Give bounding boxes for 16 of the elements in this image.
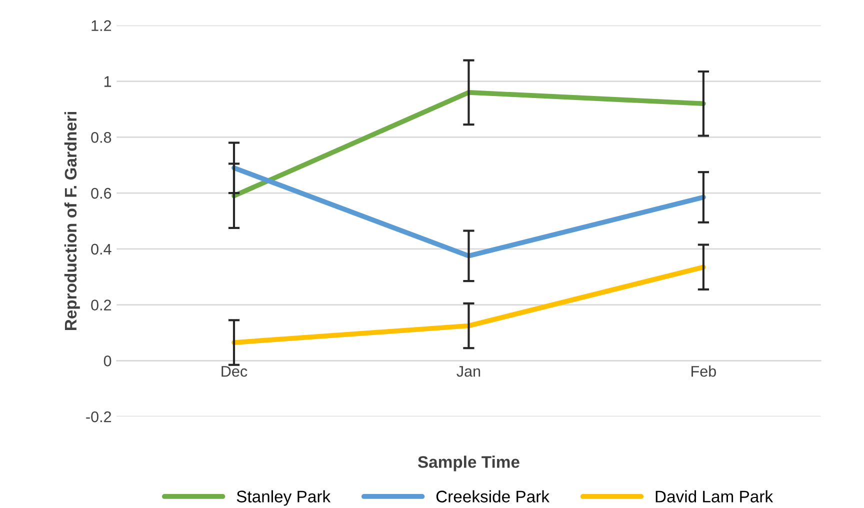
- y-tick-label: -0.2: [86, 411, 112, 422]
- y-tick-label: 0.4: [91, 244, 112, 255]
- x-tick-label: Dec: [222, 366, 248, 377]
- legend-label: David Lam Park: [656, 490, 774, 502]
- y-tick-label: 0.6: [91, 188, 112, 199]
- x-axis-title: Sample Time: [418, 456, 520, 472]
- y-tick-label: 1.2: [92, 20, 112, 31]
- x-tick-label: Jan: [456, 366, 480, 377]
- y-tick-label: 0.8: [91, 132, 112, 143]
- y-axis-title: Reproduction of F. Gardneri: [64, 112, 80, 330]
- y-tick-label: 0: [104, 356, 112, 366]
- y-tick-label: 0.2: [91, 300, 112, 310]
- legend-label: Stanley Park: [236, 490, 331, 506]
- x-tick-label: Feb: [692, 366, 716, 377]
- y-tick-label: 1: [104, 76, 112, 87]
- legend-label: Creekside Park: [436, 490, 550, 502]
